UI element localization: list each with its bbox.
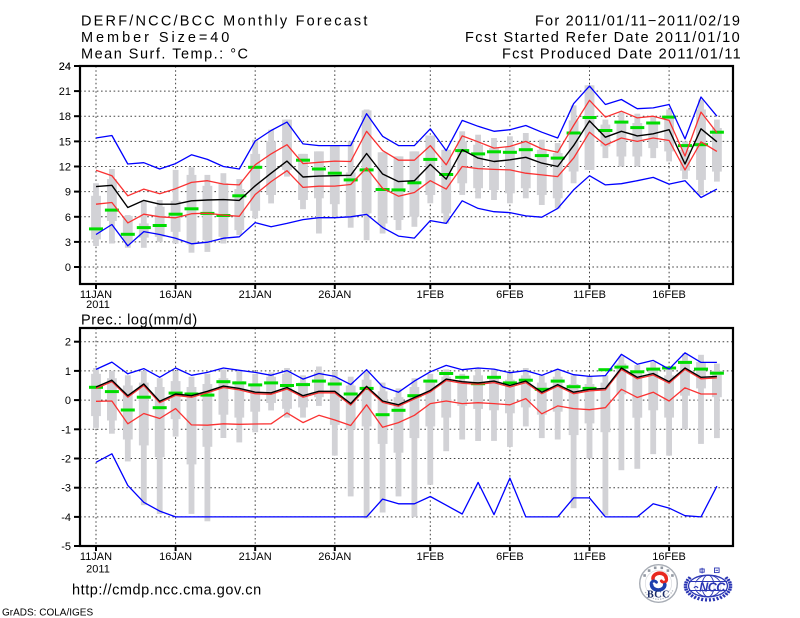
svg-text:26JAN: 26JAN [318, 289, 351, 301]
svg-text:Member Size=40: Member Size=40 [81, 30, 232, 46]
svg-text:Prec.: log(mm/d): Prec.: log(mm/d) [81, 313, 198, 329]
svg-text:-1: -1 [61, 424, 71, 436]
svg-text:1FEB: 1FEB [417, 289, 445, 301]
svg-text:Fcst Produced Date 2011/01/11: Fcst Produced Date 2011/01/11 [502, 47, 742, 63]
svg-text:GrADS: COLA/IGES: GrADS: COLA/IGES [2, 608, 93, 618]
svg-text:16JAN: 16JAN [159, 551, 192, 563]
svg-text:For 2011/01/11−2011/02/19: For 2011/01/11−2011/02/19 [535, 14, 741, 30]
svg-text:26JAN: 26JAN [318, 551, 351, 563]
svg-text:0: 0 [65, 395, 71, 407]
svg-text:1: 1 [65, 366, 71, 378]
svg-text:16FEB: 16FEB [652, 289, 686, 301]
svg-text:11FEB: 11FEB [573, 551, 606, 563]
svg-text:-2: -2 [61, 454, 71, 466]
svg-text:2011: 2011 [86, 564, 110, 576]
svg-text:12: 12 [59, 162, 71, 174]
svg-text:11FEB: 11FEB [573, 289, 606, 301]
svg-text:http://cmdp.ncc.cma.gov.cn: http://cmdp.ncc.cma.gov.cn [72, 583, 262, 599]
svg-text:24: 24 [59, 61, 71, 73]
svg-text:0: 0 [65, 262, 71, 274]
svg-text:21JAN: 21JAN [239, 289, 272, 301]
svg-text:BCC: BCC [647, 590, 670, 601]
svg-text:-4: -4 [61, 512, 71, 524]
svg-text:24: 24 [59, 61, 71, 73]
svg-text:21: 21 [59, 86, 71, 98]
svg-text:21JAN: 21JAN [239, 551, 272, 563]
svg-text:Mean Surf. Temp.: °C: Mean Surf. Temp.: °C [81, 47, 250, 63]
svg-text:3: 3 [65, 237, 71, 249]
svg-text:11JAN: 11JAN [80, 551, 112, 563]
svg-text:-5: -5 [61, 541, 71, 553]
svg-text:18: 18 [59, 111, 71, 123]
svg-text:2: 2 [65, 337, 71, 349]
svg-text:6FEB: 6FEB [496, 289, 524, 301]
svg-text:15: 15 [59, 136, 71, 148]
svg-text:1FEB: 1FEB [417, 551, 445, 563]
svg-text:NCC: NCC [699, 581, 726, 595]
svg-text:6FEB: 6FEB [496, 551, 524, 563]
svg-text:Fcst Started Refer Date 2011/0: Fcst Started Refer Date 2011/01/10 [465, 30, 741, 46]
svg-text:16FEB: 16FEB [652, 551, 686, 563]
svg-text:16JAN: 16JAN [159, 289, 192, 301]
svg-text:11JAN: 11JAN [80, 289, 112, 301]
svg-text:2011: 2011 [86, 299, 110, 311]
svg-text:9: 9 [65, 187, 71, 199]
svg-text:6: 6 [65, 212, 71, 224]
svg-text:-3: -3 [61, 483, 71, 495]
svg-text:DERF/NCC/BCC Monthly Forecast: DERF/NCC/BCC Monthly Forecast [81, 14, 370, 30]
